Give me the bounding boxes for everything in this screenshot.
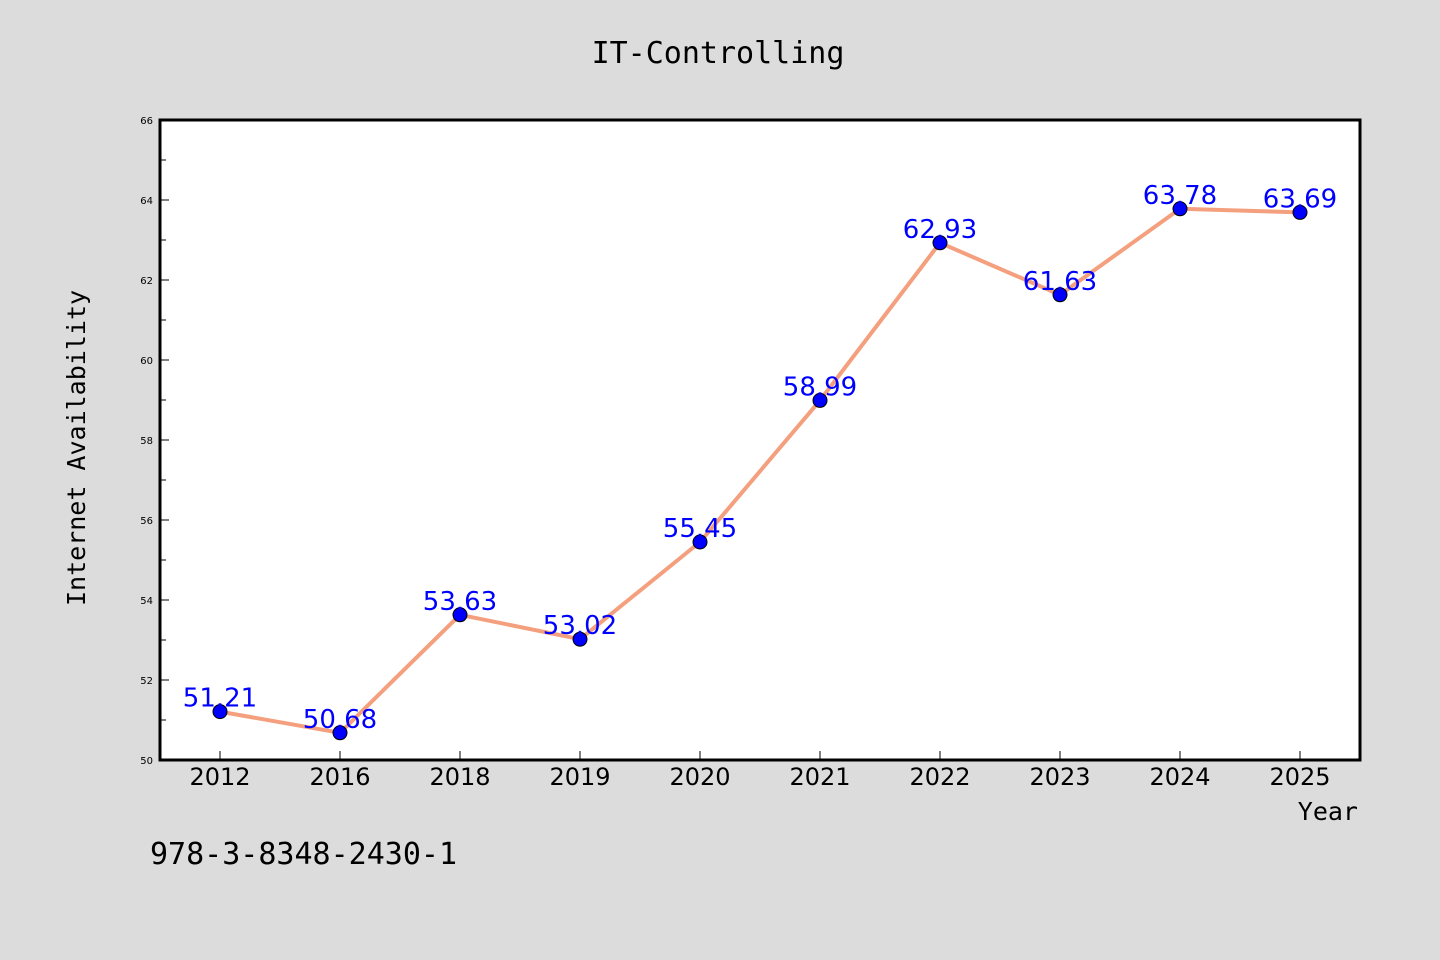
x-tick-label: 2020 [669, 763, 730, 791]
data-point [812, 392, 828, 408]
plot-area [160, 120, 1360, 760]
data-label: 50.68 [303, 705, 377, 735]
y-tick-label: 58 [140, 436, 153, 447]
data-label: 53.63 [423, 587, 497, 617]
data-point [1172, 201, 1188, 217]
data-point [212, 704, 228, 720]
y-tick-label: 66 [140, 116, 153, 127]
x-axis-label: Year [1298, 797, 1358, 826]
data-label: 58.99 [783, 372, 857, 402]
data-label: 61.63 [1023, 267, 1097, 297]
y-tick-label: 60 [140, 356, 153, 367]
data-markers [212, 201, 1308, 741]
data-label: 63.69 [1263, 184, 1337, 214]
x-tick-label: 2022 [909, 763, 970, 791]
data-point [572, 631, 588, 647]
footer-code: 978-3-8348-2430-1 [150, 837, 457, 872]
series-line-group [218, 206, 1302, 735]
chart-title: IT-Controlling [592, 36, 845, 71]
y-tick-label: 64 [140, 196, 153, 207]
data-label: 63.78 [1143, 181, 1217, 211]
y-tick-label: 50 [140, 756, 153, 767]
x-tick-label: 2012 [189, 763, 250, 791]
x-tick-label: 2023 [1029, 763, 1090, 791]
data-label: 62.93 [903, 215, 977, 245]
y-tick-label: 52 [140, 676, 153, 687]
data-labels: 51.21 50.68 53.63 53.02 55.45 58.99 62.93 61.63… [183, 181, 1337, 735]
x-tick-label: 2025 [1269, 763, 1330, 791]
x-tick-label: 2024 [1149, 763, 1210, 791]
y-axis-label: Internet Availability [62, 290, 91, 606]
x-tick-label: 2021 [789, 763, 850, 791]
series-line [218, 206, 1302, 735]
data-point [332, 725, 348, 741]
data-point [452, 607, 468, 623]
data-point [1052, 287, 1068, 303]
data-label: 55.45 [663, 514, 737, 544]
x-tick-label: 2018 [429, 763, 490, 791]
data-point [1292, 204, 1308, 220]
data-label: 51.21 [183, 684, 257, 714]
data-point [692, 534, 708, 550]
y-tick-label: 54 [140, 596, 153, 607]
y-tick-label: 62 [140, 276, 153, 287]
x-tick-label: 2016 [309, 763, 370, 791]
x-tick-label: 2019 [549, 763, 610, 791]
x-axis: 2012 2016 2018 2019 2020 2021 2022 2023 2024 2025 [189, 751, 1331, 791]
data-label: 53.02 [543, 611, 617, 641]
plot-frame [158, 118, 1362, 762]
data-point [932, 235, 948, 251]
y-tick-label: 56 [140, 516, 153, 527]
